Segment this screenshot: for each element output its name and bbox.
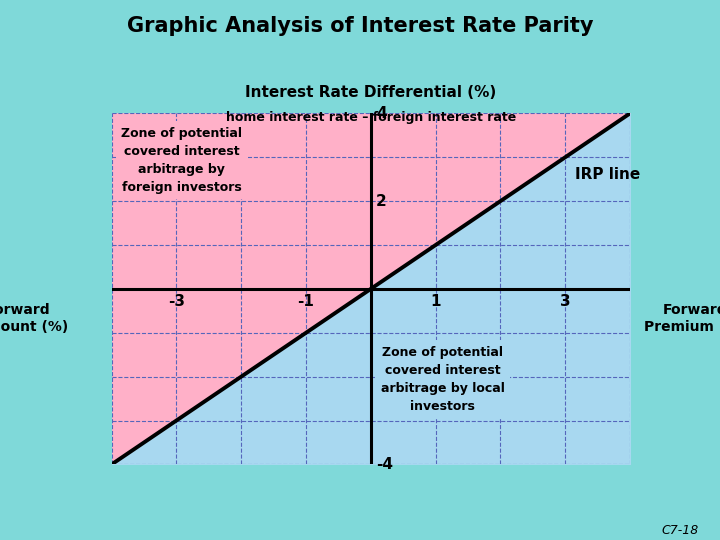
Text: -1: -1 <box>297 294 315 309</box>
Text: -2: -2 <box>376 369 393 384</box>
Text: -3: -3 <box>168 294 185 309</box>
Text: 2: 2 <box>376 194 387 208</box>
Text: Forward
Premium (%): Forward Premium (%) <box>644 303 720 334</box>
Text: Interest Rate Differential (%): Interest Rate Differential (%) <box>246 85 496 100</box>
Text: -4: -4 <box>376 457 393 472</box>
Text: 4: 4 <box>376 106 387 121</box>
Text: IRP line: IRP line <box>575 167 640 183</box>
Text: Graphic Analysis of Interest Rate Parity: Graphic Analysis of Interest Rate Parity <box>127 16 593 36</box>
Text: Zone of potential
covered interest
arbitrage by
foreign investors: Zone of potential covered interest arbit… <box>121 126 243 193</box>
Text: Zone of potential
covered interest
arbitrage by local
investors: Zone of potential covered interest arbit… <box>380 346 505 413</box>
Text: home interest rate – foreign interest rate: home interest rate – foreign interest ra… <box>225 111 516 124</box>
Text: 3: 3 <box>560 294 570 309</box>
Text: C7-18: C7-18 <box>661 524 698 537</box>
Text: Forward
Discount (%): Forward Discount (%) <box>0 303 68 334</box>
Text: 1: 1 <box>431 294 441 309</box>
